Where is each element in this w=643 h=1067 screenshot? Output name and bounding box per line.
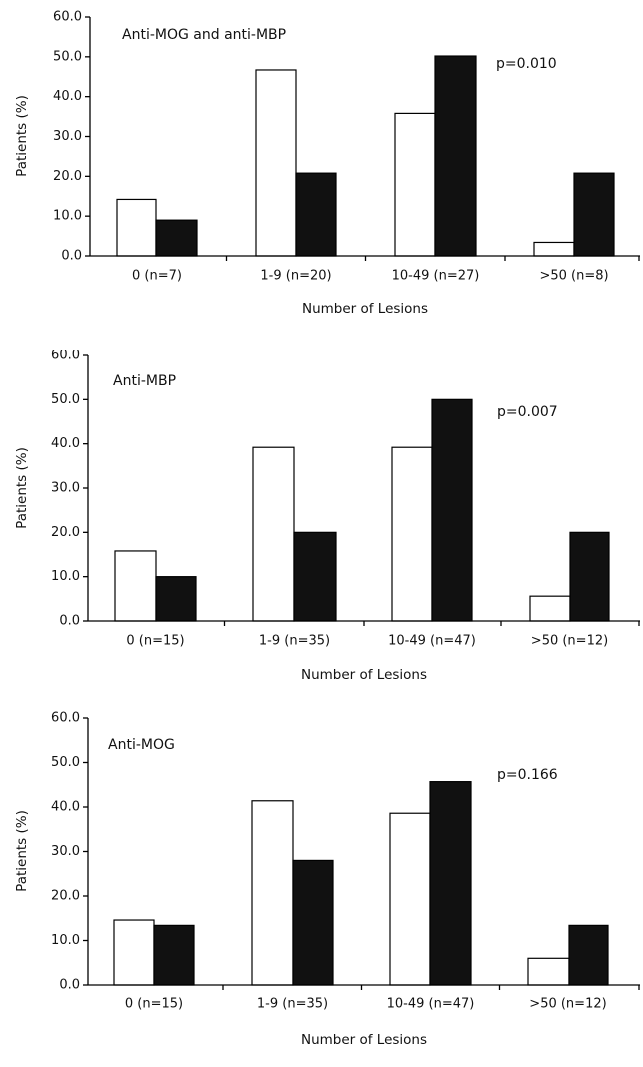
y-tick-label: 0.0 [61,249,82,264]
bar-series-1-4 [527,957,570,986]
y-tick-label: 40.0 [51,800,80,815]
x-tick-label: >50 (n=12) [529,997,606,1012]
x-tick-label: >50 (n=8) [539,269,608,284]
p-value-label: p=0.166 [497,767,558,783]
bar-series-1-1 [116,198,157,257]
bar-series-1-3 [389,812,431,986]
x-tick-label: 1-9 (n=35) [259,634,330,649]
bar-series-2-3 [434,55,477,257]
bar-series-1-2 [252,446,295,622]
y-tick-label: 60.0 [51,350,80,363]
x-tick-label: 1-9 (n=35) [257,997,328,1012]
bar-series-2-4 [568,924,609,986]
x-axis-title: Number of Lesions [301,1032,427,1048]
y-tick-label: 50.0 [53,49,82,64]
y-tick-label: 30.0 [51,844,80,859]
bar-series-1-1 [113,919,155,986]
bar-series-2-3 [429,781,472,986]
y-tick-label: 60.0 [53,10,82,25]
p-value-label: p=0.007 [497,404,558,420]
bar-series-2-2 [292,859,334,986]
x-tick-label: 10-49 (n=47) [388,634,476,649]
y-tick-label: 40.0 [53,89,82,104]
y-tick-label: 30.0 [53,129,82,144]
bar-series-2-1 [155,219,198,257]
y-axis-title: Patients (%) [14,447,30,529]
y-tick-label: 0.0 [59,978,80,993]
panel-annotation: Anti-MBP [113,373,176,389]
y-axis-title: Patients (%) [14,810,30,892]
chart-panel-1: 0.0 10.0 20.0 30.0 40.0 50.0 60.0 0 (n=7) 1-9 (n… [14,10,640,317]
y-tick-label: 20.0 [53,169,82,184]
bar-series-2-2 [293,531,337,622]
panel-annotation: Anti-MOG and anti-MBP [122,27,286,43]
y-tick-label: 30.0 [51,481,80,496]
y-tick-label: 0.0 [59,614,80,629]
y-tick-label: 50.0 [51,392,80,407]
y-tick-label: 10.0 [51,569,80,584]
x-tick-label: 10-49 (n=27) [392,269,480,284]
x-tick-label: >50 (n=12) [531,634,608,649]
bar-series-1-3 [391,446,433,622]
y-tick-label: 20.0 [51,525,80,540]
y-axis-title: Patients (%) [14,95,30,177]
bar-series-1-1 [114,550,157,622]
y-tick-label: 20.0 [51,889,80,904]
chart-panel-3: 0.0 10.0 20.0 30.0 40.0 50.0 60.0 0 (n=15) 1-9 (… [14,711,640,1048]
x-axis-title: Number of Lesions [301,667,427,683]
y-tick-label: 60.0 [51,711,80,726]
x-tick-label: 0 (n=7) [132,269,182,284]
bar-series-1-4 [529,595,571,622]
x-tick-label: 0 (n=15) [125,997,183,1012]
bar-series-1-3 [394,112,436,257]
x-tick-label: 10-49 (n=47) [387,997,475,1012]
y-tick-label: 40.0 [51,436,80,451]
bar-series-1-4 [533,241,575,257]
x-axis-title: Number of Lesions [302,301,428,317]
y-tick-label: 10.0 [53,209,82,224]
bar-series-1-2 [255,69,297,257]
bar-series-2-2 [295,172,337,257]
y-tick-label: 10.0 [51,933,80,948]
x-tick-label: 0 (n=15) [126,634,184,649]
chart-panel-2: 0.0 10.0 20.0 30.0 40.0 50.0 60.0 0 (n=15) 1-9 (… [14,350,640,683]
bar-series-2-3 [431,398,473,622]
x-tick-label: 1-9 (n=20) [260,269,331,284]
bar-series-2-1 [155,576,197,622]
y-tick-label: 50.0 [51,755,80,770]
bar-series-2-1 [153,924,195,986]
panel-annotation: Anti-MOG [108,737,175,753]
bar-series-2-4 [569,531,610,622]
bar-series-1-2 [251,800,294,986]
bar-series-2-4 [573,172,615,257]
p-value-label: p=0.010 [496,56,557,72]
